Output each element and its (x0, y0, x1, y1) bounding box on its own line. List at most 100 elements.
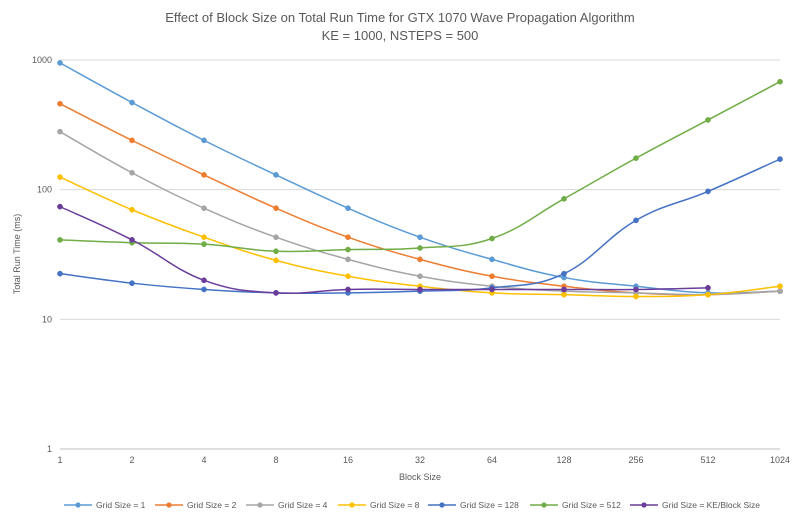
data-point (345, 205, 351, 212)
data-point (273, 257, 279, 264)
gridlines (60, 59, 780, 450)
legend-label: Grid Size = 1 (96, 500, 146, 510)
legend-swatch-marker (439, 502, 445, 508)
data-point (57, 60, 63, 66)
data-point (561, 270, 567, 277)
data-point (777, 288, 783, 294)
data-point (417, 273, 423, 280)
x-tick-label: 64 (487, 455, 497, 465)
data-point (345, 273, 351, 280)
legend: Grid Size = 1 Grid Size = 2 Grid Size = 4 G… (64, 500, 760, 510)
chart-title: Effect of Block Size on Total Run Time f… (165, 10, 634, 25)
data-point (777, 283, 783, 290)
legend-swatch-marker (166, 502, 172, 508)
x-tick-label: 8 (273, 455, 278, 465)
y-axis-title: Total Run Time (ms) (12, 214, 22, 295)
legend-label: Grid Size = KE/Block Size (662, 500, 760, 510)
y-tick-label: 10 (42, 314, 52, 324)
y-tick-label: 1 (47, 444, 52, 454)
data-point (57, 237, 63, 243)
x-tick-label: 32 (415, 455, 425, 465)
y-tick-label: 100 (37, 185, 52, 195)
data-point (489, 256, 495, 263)
data-point (417, 245, 423, 251)
data-point (705, 284, 711, 291)
series-lines (57, 60, 783, 300)
x-tick-label: 1 (57, 455, 62, 465)
legend-swatch-marker (349, 502, 355, 508)
data-point (345, 286, 351, 293)
data-point (633, 217, 639, 224)
x-tick-label: 128 (556, 455, 571, 465)
series-line (59, 205, 709, 295)
data-point (489, 235, 495, 242)
data-point (129, 137, 135, 144)
data-point (633, 293, 639, 300)
legend-swatch-marker (641, 502, 647, 508)
data-point (705, 117, 711, 123)
data-point (777, 156, 783, 162)
x-tick-label: 256 (628, 455, 643, 465)
data-point (129, 206, 135, 213)
legend-swatch-marker (75, 502, 81, 508)
data-point (57, 203, 63, 210)
legend-label: Grid Size = 8 (370, 500, 420, 510)
data-point (129, 169, 135, 176)
data-point (57, 270, 63, 277)
legend-label: Grid Size = 128 (460, 500, 519, 510)
data-point (345, 256, 351, 263)
legend-swatch-marker (257, 502, 263, 508)
x-tick-label: 2 (129, 455, 134, 465)
x-tick-label: 512 (700, 455, 715, 465)
data-point (633, 155, 639, 162)
data-point (201, 137, 207, 144)
data-point (273, 205, 279, 212)
data-point (345, 234, 351, 241)
data-point (273, 234, 279, 241)
legend-label: Grid Size = 512 (562, 500, 621, 510)
data-point (201, 234, 207, 241)
data-point (273, 248, 279, 255)
data-point (57, 100, 63, 107)
data-point (417, 234, 423, 241)
data-point (633, 286, 639, 293)
data-point (273, 290, 279, 296)
y-tick-label: 1000 (32, 55, 52, 65)
data-point (489, 273, 495, 280)
x-tick-label: 4 (201, 455, 206, 465)
data-point (201, 205, 207, 212)
data-point (201, 286, 207, 293)
data-point (561, 195, 567, 202)
data-point (777, 78, 783, 85)
data-point (345, 246, 351, 253)
series-line (59, 131, 781, 296)
data-point (57, 128, 63, 135)
x-axis-title: Block Size (399, 472, 441, 482)
x-tick-label: 1024 (770, 455, 790, 465)
data-point (561, 291, 567, 298)
data-point (417, 256, 423, 263)
series-line (59, 103, 781, 296)
data-point (57, 174, 63, 180)
series-line (59, 81, 781, 253)
data-point (705, 291, 711, 298)
x-tick-label: 16 (343, 455, 353, 465)
data-point (201, 241, 207, 248)
legend-label: Grid Size = 4 (278, 500, 328, 510)
data-point (201, 277, 207, 284)
data-point (561, 286, 567, 293)
legend-swatch-marker (541, 502, 547, 508)
axes: 1 10 100 1000 1 2 4 8 16 32 64 128 256 512 1024 (32, 55, 790, 465)
data-point (705, 188, 711, 195)
series-line (59, 158, 781, 295)
data-point (129, 280, 135, 287)
chart-subtitle: KE = 1000, NSTEPS = 500 (322, 28, 479, 43)
data-point (417, 286, 423, 293)
data-point (489, 286, 495, 293)
data-point (129, 99, 135, 106)
data-point (129, 237, 135, 243)
data-point (201, 172, 207, 178)
data-point (273, 172, 279, 178)
